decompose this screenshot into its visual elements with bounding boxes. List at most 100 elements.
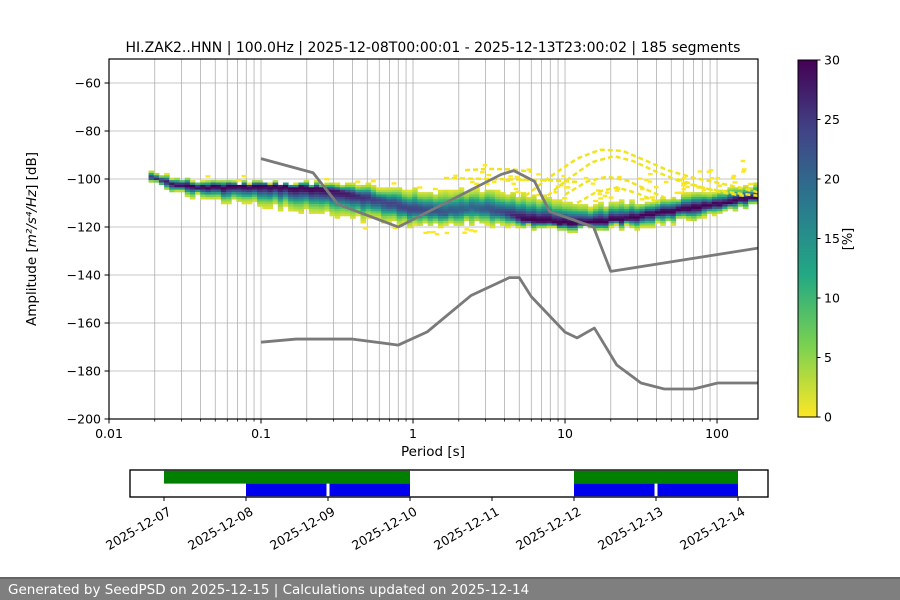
psd-cell — [613, 206, 620, 210]
psd-cell — [711, 206, 718, 210]
grid-lines — [108, 59, 758, 420]
psd-cell — [505, 223, 511, 226]
psd-cell — [246, 194, 253, 198]
psd-speckle — [681, 188, 686, 191]
psd-cell — [174, 184, 181, 188]
psd-cell — [618, 225, 625, 229]
psd-cell — [624, 206, 630, 210]
psd-cell — [458, 211, 465, 214]
psd-cell — [391, 201, 398, 205]
psd-cell — [262, 194, 268, 198]
chart-title: HI.ZAK2..HNN | 100.0Hz | 2025-12-08T00:0… — [126, 40, 741, 56]
psd-cell — [577, 223, 584, 226]
psd-cell — [360, 218, 367, 222]
psd-cell — [598, 208, 604, 212]
psd-cell — [649, 220, 656, 224]
psd-cell — [339, 199, 346, 202]
psd-cell — [500, 201, 506, 205]
psd-cell — [241, 201, 248, 205]
psd-cell — [494, 196, 501, 200]
psd-cell — [458, 204, 465, 207]
psd-cell — [727, 201, 734, 205]
psd-cell — [443, 196, 449, 200]
psd-cell — [494, 216, 501, 219]
psd-cell — [360, 201, 367, 205]
psd-cell — [391, 199, 398, 202]
psd-cell — [525, 199, 532, 202]
psd-cell — [489, 199, 496, 202]
psd-cell — [329, 211, 336, 214]
psd-cell — [489, 225, 496, 229]
psd-cell — [463, 206, 470, 210]
psd-cell — [406, 206, 413, 210]
psd-cell — [644, 225, 651, 229]
psd-cell — [164, 180, 170, 183]
psd-cell — [375, 192, 382, 195]
psd-cell — [453, 220, 460, 224]
psd-cell — [541, 204, 547, 207]
psd-cell — [732, 201, 739, 205]
psd-cell — [334, 192, 341, 195]
psd-cell — [313, 184, 320, 188]
psd-cell — [494, 189, 501, 193]
psd-cell — [717, 184, 723, 187]
psd-cell — [639, 204, 646, 207]
psd-cell — [355, 192, 361, 195]
psd-cell — [587, 220, 594, 224]
psd-cell — [313, 208, 320, 212]
psd-cell — [510, 208, 516, 212]
psd-cell — [649, 206, 656, 210]
psd-cell — [412, 199, 418, 202]
psd-cell — [437, 201, 444, 205]
psd-cell — [536, 223, 542, 226]
psd-cell — [469, 194, 475, 198]
psd-cell — [339, 189, 346, 193]
psd-cell — [624, 218, 630, 222]
psd-cell — [448, 213, 454, 217]
psd-cell — [722, 201, 728, 205]
psd-cell — [618, 218, 625, 222]
psd-cell — [432, 187, 438, 191]
psd-cell — [184, 180, 191, 183]
psd-cell — [567, 211, 573, 214]
psd-cell — [453, 208, 460, 212]
psd-cell — [453, 204, 460, 207]
psd-cell — [634, 206, 640, 210]
psd-cell — [396, 194, 403, 198]
psd-cell — [164, 182, 170, 186]
psd-cell — [179, 182, 186, 186]
outlier-trace — [564, 175, 670, 201]
psd-cell — [469, 220, 475, 224]
psd-cell — [427, 211, 434, 214]
psd-cell — [608, 225, 615, 229]
psd-cell — [210, 187, 217, 190]
psd-cell — [536, 216, 542, 219]
psd-cell — [329, 189, 336, 193]
psd-cell — [572, 208, 578, 212]
psd-cell — [691, 216, 697, 219]
psd-cell — [515, 218, 522, 222]
psd-cell — [277, 192, 284, 195]
psd-cell — [329, 204, 336, 207]
psd-cell — [551, 204, 558, 207]
psd-cell — [469, 196, 475, 200]
psd-cell — [505, 194, 511, 198]
psd-speckle — [742, 168, 747, 171]
psd-cell — [355, 201, 361, 205]
psd-cell — [148, 170, 155, 174]
psd-cell — [339, 192, 346, 195]
psd-cell — [360, 196, 367, 200]
psd-cell — [649, 208, 656, 212]
psd-cell — [551, 220, 558, 224]
psd-cell — [582, 204, 589, 207]
psd-cell — [437, 223, 444, 226]
psd-cell — [494, 208, 501, 212]
psd-cell — [737, 204, 744, 207]
psd-cell — [629, 206, 635, 210]
psd-cell — [608, 204, 615, 207]
psd-cell — [665, 211, 671, 214]
psd-cell — [613, 204, 620, 207]
psd-cell — [303, 189, 310, 193]
psd-cell — [375, 194, 382, 198]
psd-cell — [562, 208, 568, 212]
